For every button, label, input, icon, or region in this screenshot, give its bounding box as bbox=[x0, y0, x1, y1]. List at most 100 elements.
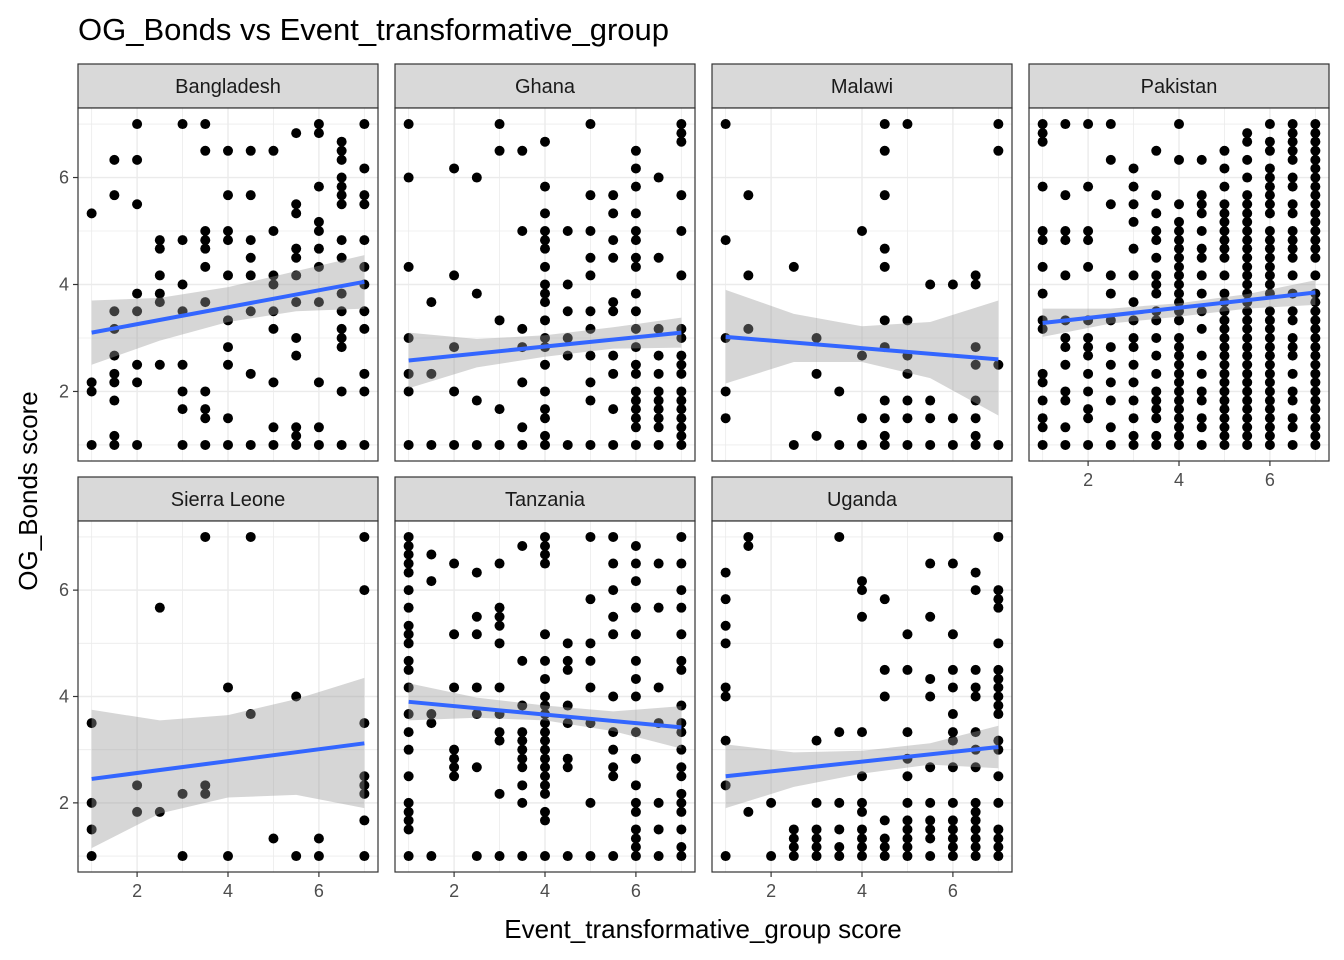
data-point bbox=[585, 350, 596, 361]
data-point bbox=[676, 762, 687, 773]
data-point bbox=[177, 851, 188, 862]
data-point bbox=[993, 638, 1004, 649]
data-point bbox=[1264, 368, 1275, 379]
facet-strip-label: Ghana bbox=[515, 76, 576, 98]
data-point bbox=[426, 368, 437, 379]
data-point bbox=[1264, 279, 1275, 290]
data-point bbox=[336, 145, 347, 156]
data-point bbox=[403, 629, 414, 640]
data-point bbox=[1242, 306, 1253, 317]
data-point bbox=[608, 771, 619, 782]
data-point bbox=[608, 629, 619, 640]
data-point bbox=[1128, 395, 1139, 406]
data-point bbox=[1242, 404, 1253, 415]
data-point bbox=[585, 226, 596, 237]
data-point bbox=[1128, 439, 1139, 450]
data-point bbox=[1219, 199, 1230, 210]
data-point bbox=[676, 531, 687, 542]
data-point bbox=[223, 413, 233, 424]
data-point bbox=[970, 682, 981, 693]
data-point bbox=[1060, 226, 1071, 237]
data-point bbox=[947, 727, 958, 738]
data-point bbox=[154, 288, 165, 299]
data-point bbox=[1287, 439, 1298, 450]
facet-panel-tanzania: Tanzania 2 4 6 bbox=[394, 476, 696, 901]
data-point bbox=[200, 404, 211, 415]
data-point bbox=[925, 851, 936, 862]
data-point bbox=[1174, 386, 1184, 397]
data-point bbox=[403, 682, 414, 693]
data-point bbox=[336, 199, 347, 210]
data-point bbox=[676, 359, 687, 370]
data-point bbox=[1242, 368, 1253, 379]
data-point bbox=[1151, 386, 1162, 397]
data-point bbox=[1037, 288, 1048, 299]
data-point bbox=[291, 332, 302, 343]
data-point bbox=[585, 306, 596, 317]
data-point bbox=[925, 611, 936, 622]
data-point bbox=[788, 833, 799, 844]
data-point bbox=[517, 700, 528, 711]
confidence-band bbox=[91, 255, 365, 365]
x-tick-label: 2 bbox=[766, 881, 776, 901]
data-point bbox=[540, 332, 550, 343]
data-point bbox=[540, 359, 550, 370]
data-point bbox=[653, 350, 664, 361]
data-point bbox=[177, 404, 188, 415]
data-point bbox=[1151, 190, 1162, 201]
data-point bbox=[1287, 332, 1298, 343]
data-point bbox=[86, 208, 97, 219]
data-point bbox=[608, 297, 619, 308]
data-point bbox=[1196, 243, 1207, 254]
data-point bbox=[86, 797, 97, 808]
data-point bbox=[857, 576, 867, 587]
data-point bbox=[1264, 359, 1275, 370]
data-point bbox=[970, 815, 981, 826]
data-point bbox=[902, 119, 913, 130]
data-point bbox=[1310, 332, 1321, 343]
data-point bbox=[630, 833, 641, 844]
facet-panel-pakistan: Pakistan 2 4 6 bbox=[1028, 63, 1330, 490]
data-point bbox=[313, 128, 324, 139]
data-point bbox=[403, 540, 414, 551]
data-point bbox=[676, 439, 687, 450]
data-point bbox=[1287, 128, 1298, 139]
data-point bbox=[1174, 270, 1184, 281]
data-point bbox=[902, 833, 913, 844]
data-point bbox=[676, 727, 687, 738]
data-point bbox=[1174, 252, 1184, 263]
data-point bbox=[86, 386, 97, 397]
data-point bbox=[336, 342, 347, 353]
data-point bbox=[291, 252, 302, 263]
data-point bbox=[313, 851, 324, 862]
data-point bbox=[788, 842, 799, 853]
data-point bbox=[879, 430, 890, 441]
data-point bbox=[1264, 252, 1275, 263]
data-point bbox=[223, 315, 233, 326]
data-point bbox=[630, 780, 641, 791]
data-point bbox=[1310, 413, 1321, 424]
data-point bbox=[1105, 315, 1116, 326]
data-point bbox=[1242, 342, 1253, 353]
data-point bbox=[947, 842, 958, 853]
data-point bbox=[925, 815, 936, 826]
data-point bbox=[834, 439, 845, 450]
data-point bbox=[970, 567, 981, 578]
data-point bbox=[562, 350, 573, 361]
data-point bbox=[1242, 377, 1253, 388]
data-point bbox=[970, 270, 981, 281]
data-point bbox=[1219, 216, 1230, 227]
data-point bbox=[788, 439, 799, 450]
gridlines bbox=[78, 521, 378, 872]
data-point bbox=[653, 172, 664, 183]
panel-border bbox=[711, 107, 1013, 462]
data-point bbox=[947, 413, 958, 424]
data-point bbox=[313, 439, 324, 450]
confidence-band bbox=[725, 725, 999, 809]
data-point bbox=[676, 136, 687, 147]
data-point bbox=[1083, 350, 1094, 361]
data-point bbox=[676, 350, 687, 361]
data-point bbox=[540, 136, 550, 147]
data-point bbox=[449, 439, 460, 450]
